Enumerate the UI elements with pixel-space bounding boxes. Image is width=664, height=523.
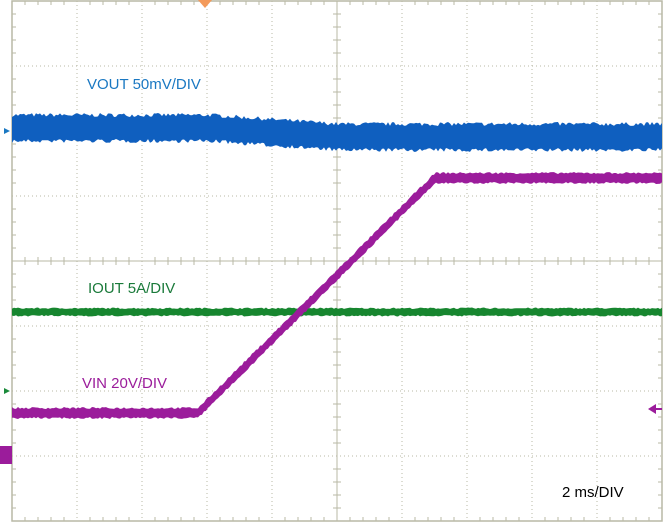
timebase-label: 2 ms/DIV <box>562 484 624 501</box>
vout-ground-marker <box>4 128 10 134</box>
vin-label: VIN 20V/DIV <box>82 375 167 392</box>
screen-frame <box>11 0 663 522</box>
iout-ground-marker <box>4 388 10 394</box>
iout-trace <box>12 307 662 317</box>
vin-ground-marker <box>0 446 12 464</box>
vout-trace <box>12 113 662 152</box>
traces <box>12 113 662 419</box>
vout-label: VOUT 50mV/DIV <box>87 76 201 93</box>
iout-label: IOUT 5A/DIV <box>88 280 175 297</box>
trigger-marker <box>198 0 212 8</box>
